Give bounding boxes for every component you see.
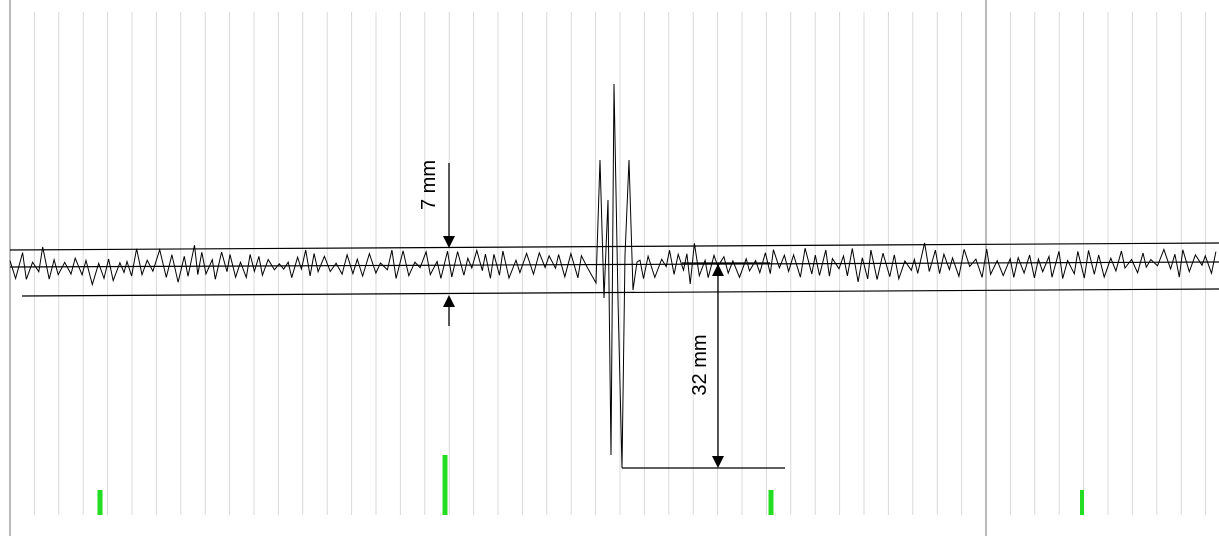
dim-small-lower-arrow	[443, 295, 455, 307]
dimension-small: 7 mm	[418, 160, 455, 326]
dim-large-top-arrow	[712, 264, 724, 276]
vertical-grid	[9, 0, 1207, 536]
upper-envelope-line	[9, 242, 1219, 251]
dim-large-label: 32 mm	[689, 334, 711, 395]
green-marker	[442, 455, 448, 515]
green-marker	[1080, 490, 1084, 515]
green-marker	[768, 490, 774, 515]
green-markers	[97, 455, 1084, 515]
dim-small-label: 7 mm	[418, 160, 440, 210]
lower-envelope-line	[21, 288, 1219, 297]
dim-small-upper-arrow	[443, 236, 455, 248]
dimension-large: 32 mm	[622, 262, 785, 469]
dim-large-bottom-arrow	[712, 456, 724, 468]
green-marker	[97, 490, 103, 515]
